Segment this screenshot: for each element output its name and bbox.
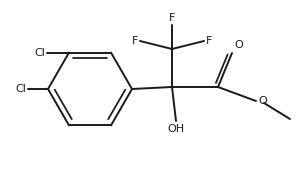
Text: F: F (206, 36, 212, 46)
Text: F: F (169, 13, 175, 23)
Text: OH: OH (168, 124, 184, 134)
Text: O: O (258, 96, 267, 106)
Text: O: O (234, 40, 243, 50)
Text: F: F (132, 36, 138, 46)
Text: Cl: Cl (34, 48, 45, 58)
Text: Cl: Cl (15, 84, 26, 94)
